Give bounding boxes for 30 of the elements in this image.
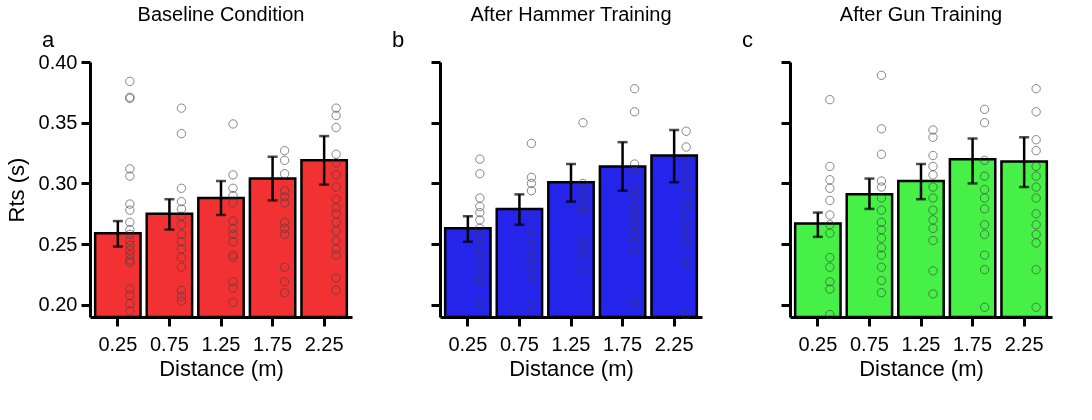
y-tick-label: 0.30 — [38, 171, 78, 194]
chart-title: After Hammer Training — [470, 3, 672, 25]
x-tick-label: 0.25 — [98, 332, 138, 355]
x-tick-label: 2.25 — [654, 332, 694, 355]
x-tick-label: 2.25 — [1004, 332, 1044, 355]
x-tick-label: 1.75 — [253, 332, 293, 355]
text: c — [742, 27, 753, 52]
x-tick-label: 0.75 — [849, 332, 889, 355]
x-tick-label: 2.25 — [304, 332, 344, 355]
x-tick-label: 1.25 — [201, 332, 241, 355]
y-tick-label: 0.20 — [38, 293, 78, 316]
text: b — [392, 27, 405, 52]
y-tick-label: 0.35 — [38, 111, 78, 134]
y-tick-label: 0.25 — [38, 232, 78, 255]
y-axis-title: Rts (s) — [3, 157, 29, 223]
x-axis-title: Distance (m) — [509, 355, 634, 381]
x-tick-label: 1.75 — [603, 332, 643, 355]
x-tick-label: 1.75 — [953, 332, 993, 355]
text: a — [42, 27, 55, 52]
x-tick-label: 0.75 — [149, 332, 189, 355]
x-tick-label: 1.25 — [901, 332, 941, 355]
x-tick-label: 0.25 — [448, 332, 488, 355]
x-tick-label: 0.75 — [499, 332, 539, 355]
x-axis-title: Distance (m) — [159, 355, 284, 381]
x-tick-label: 0.25 — [798, 332, 838, 355]
chart-title: Baseline Condition — [137, 3, 305, 25]
chart-title: After Gun Training — [839, 3, 1003, 25]
x-tick-label: 1.25 — [551, 332, 591, 355]
y-tick-label: 0.40 — [38, 50, 78, 73]
x-axis-title: Distance (m) — [859, 355, 984, 381]
